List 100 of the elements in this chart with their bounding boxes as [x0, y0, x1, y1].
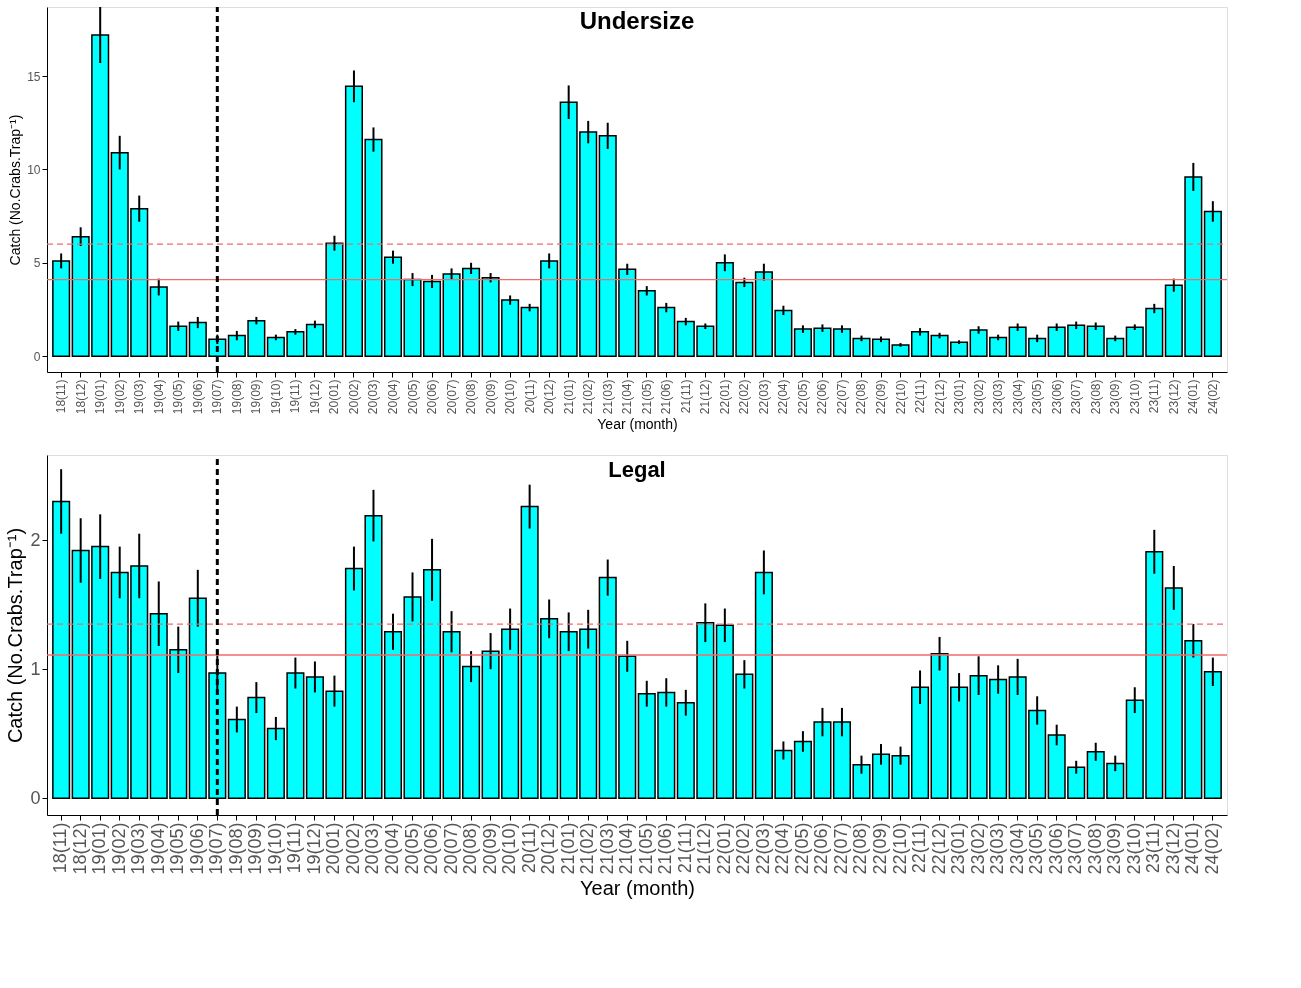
- x-tick-label: 23(04): [1010, 379, 1025, 415]
- x-tick-label: 24(02): [1201, 822, 1222, 875]
- y-tick-label: 0: [33, 349, 41, 364]
- x-tick-label: 22(07): [830, 822, 851, 875]
- x-tick-label: 22(03): [756, 379, 771, 415]
- x-tick-label: 20(12): [542, 379, 557, 415]
- x-tick-label: 23(02): [971, 379, 986, 415]
- x-tick-label: 21(06): [659, 379, 674, 415]
- x-tick-label: 23(12): [1162, 822, 1183, 875]
- x-tick-label: 19(02): [108, 822, 129, 875]
- x-tick-label: 20(07): [444, 379, 459, 415]
- x-tick-label: 19(07): [206, 822, 227, 875]
- x-tick-label: 21(02): [581, 379, 596, 415]
- x-tick-label: 20(05): [405, 379, 420, 415]
- x-tick-label: 20(11): [522, 379, 537, 414]
- x-axis-title: Year (month): [597, 416, 678, 433]
- x-tick-label: 20(02): [346, 379, 361, 415]
- x-tick-label: 22(10): [893, 379, 908, 415]
- x-tick-label: 20(12): [538, 822, 559, 875]
- x-tick-label: 22(11): [909, 822, 930, 874]
- x-tick-label: 22(04): [776, 379, 791, 415]
- x-tick-label: 24(01): [1186, 379, 1201, 415]
- x-tick-label: 19(01): [93, 379, 108, 415]
- x-tick-label: 21(05): [639, 379, 654, 415]
- x-axis-title: Year (month): [580, 876, 695, 899]
- x-tick-label: 20(06): [425, 379, 440, 415]
- x-tick-label: 23(10): [1127, 379, 1142, 415]
- x-tick-label: 19(05): [167, 822, 188, 875]
- y-tick-label: 10: [27, 162, 41, 177]
- y-tick-label: 0: [30, 787, 41, 808]
- x-tick-label: 20(01): [327, 379, 342, 415]
- x-tick-label: 22(12): [928, 822, 949, 875]
- x-tick-label: 22(10): [889, 822, 910, 875]
- x-tick-label: 19(01): [89, 822, 110, 875]
- x-tick-label: 23(11): [1147, 379, 1162, 414]
- x-tick-label: 19(08): [225, 822, 246, 875]
- x-tick-label: 23(05): [1030, 379, 1045, 415]
- x-tick-label: 21(03): [596, 822, 617, 875]
- y-tick-label: 5: [33, 256, 41, 271]
- x-tick-label: 22(06): [811, 822, 832, 875]
- x-tick-label: 23(11): [1143, 822, 1164, 874]
- x-tick-label: 21(05): [635, 822, 656, 875]
- x-tick-label: 18(12): [73, 379, 88, 415]
- y-axis-title: Catch (No.Crabs.Trap⁻¹): [7, 114, 24, 266]
- x-tick-label: 20(03): [362, 822, 383, 875]
- x-tick-label: 23(03): [987, 822, 1008, 875]
- x-tick-label: 21(11): [678, 379, 693, 414]
- x-tick-label: 21(04): [620, 379, 635, 415]
- x-tick-label: 22(03): [752, 822, 773, 875]
- x-tick-label: 23(06): [1045, 822, 1066, 875]
- x-tick-label: 22(09): [874, 379, 888, 415]
- x-tick-label: 21(12): [694, 822, 715, 875]
- y-tick-label: 1: [30, 658, 41, 679]
- x-tick-label: 23(01): [948, 822, 969, 875]
- x-tick-label: 23(05): [1026, 822, 1047, 875]
- x-tick-label: 19(05): [171, 379, 186, 415]
- x-tick-label: 21(12): [698, 379, 713, 415]
- x-tick-label: 19(09): [249, 379, 264, 415]
- x-tick-label: 23(04): [1006, 822, 1027, 875]
- x-tick-label: 23(08): [1088, 379, 1103, 415]
- x-tick-label: 22(08): [854, 379, 869, 415]
- x-tick-label: 23(08): [1084, 822, 1105, 875]
- x-tick-label: 20(03): [366, 379, 381, 415]
- x-tick-label: 18(11): [50, 822, 71, 874]
- x-tick-label: 19(03): [132, 379, 147, 415]
- x-tick-label: 23(07): [1065, 822, 1086, 875]
- x-tick-label: 19(02): [112, 379, 127, 415]
- x-tick-label: 22(12): [932, 379, 947, 415]
- x-tick-label: 20(06): [421, 822, 442, 875]
- x-tick-label: 20(09): [479, 822, 500, 875]
- x-tick-label: 19(10): [264, 822, 285, 875]
- x-tick-label: 22(07): [834, 379, 849, 415]
- x-tick-label: 19(11): [288, 379, 303, 414]
- x-tick-label: 23(02): [967, 822, 988, 875]
- x-tick-label: 19(12): [303, 822, 324, 875]
- x-tick-label: 23(10): [1123, 822, 1144, 875]
- x-tick-label: 19(12): [307, 379, 322, 415]
- x-tick-label: 22(04): [772, 822, 793, 875]
- y-tick-label: 2: [30, 529, 41, 550]
- x-tick-label: 21(04): [616, 822, 637, 875]
- y-tick-label: 15: [27, 69, 41, 84]
- x-tick-label: 22(09): [870, 822, 890, 875]
- x-tick-label: 19(08): [229, 379, 244, 415]
- x-tick-label: 20(08): [464, 379, 479, 415]
- x-tick-label: 22(11): [913, 379, 928, 414]
- x-tick-label: 23(09): [1108, 379, 1123, 415]
- x-tick-label: 22(02): [737, 379, 752, 415]
- y-axis-title: Catch (No.Crabs.Trap⁻¹): [4, 527, 27, 744]
- x-tick-label: 23(09): [1104, 822, 1125, 875]
- x-tick-label: 20(09): [483, 379, 498, 415]
- x-tick-label: 23(01): [952, 379, 967, 415]
- x-tick-label: 19(07): [210, 379, 225, 415]
- chart-title: Undersize: [579, 6, 695, 34]
- x-tick-label: 23(12): [1166, 379, 1181, 415]
- x-tick-label: 22(05): [795, 379, 810, 415]
- x-tick-label: 22(02): [733, 822, 754, 875]
- x-tick-label: 20(08): [460, 822, 481, 875]
- x-tick-label: 23(06): [1049, 379, 1064, 415]
- x-tick-label: 23(07): [1069, 379, 1084, 415]
- x-tick-label: 19(04): [147, 822, 168, 875]
